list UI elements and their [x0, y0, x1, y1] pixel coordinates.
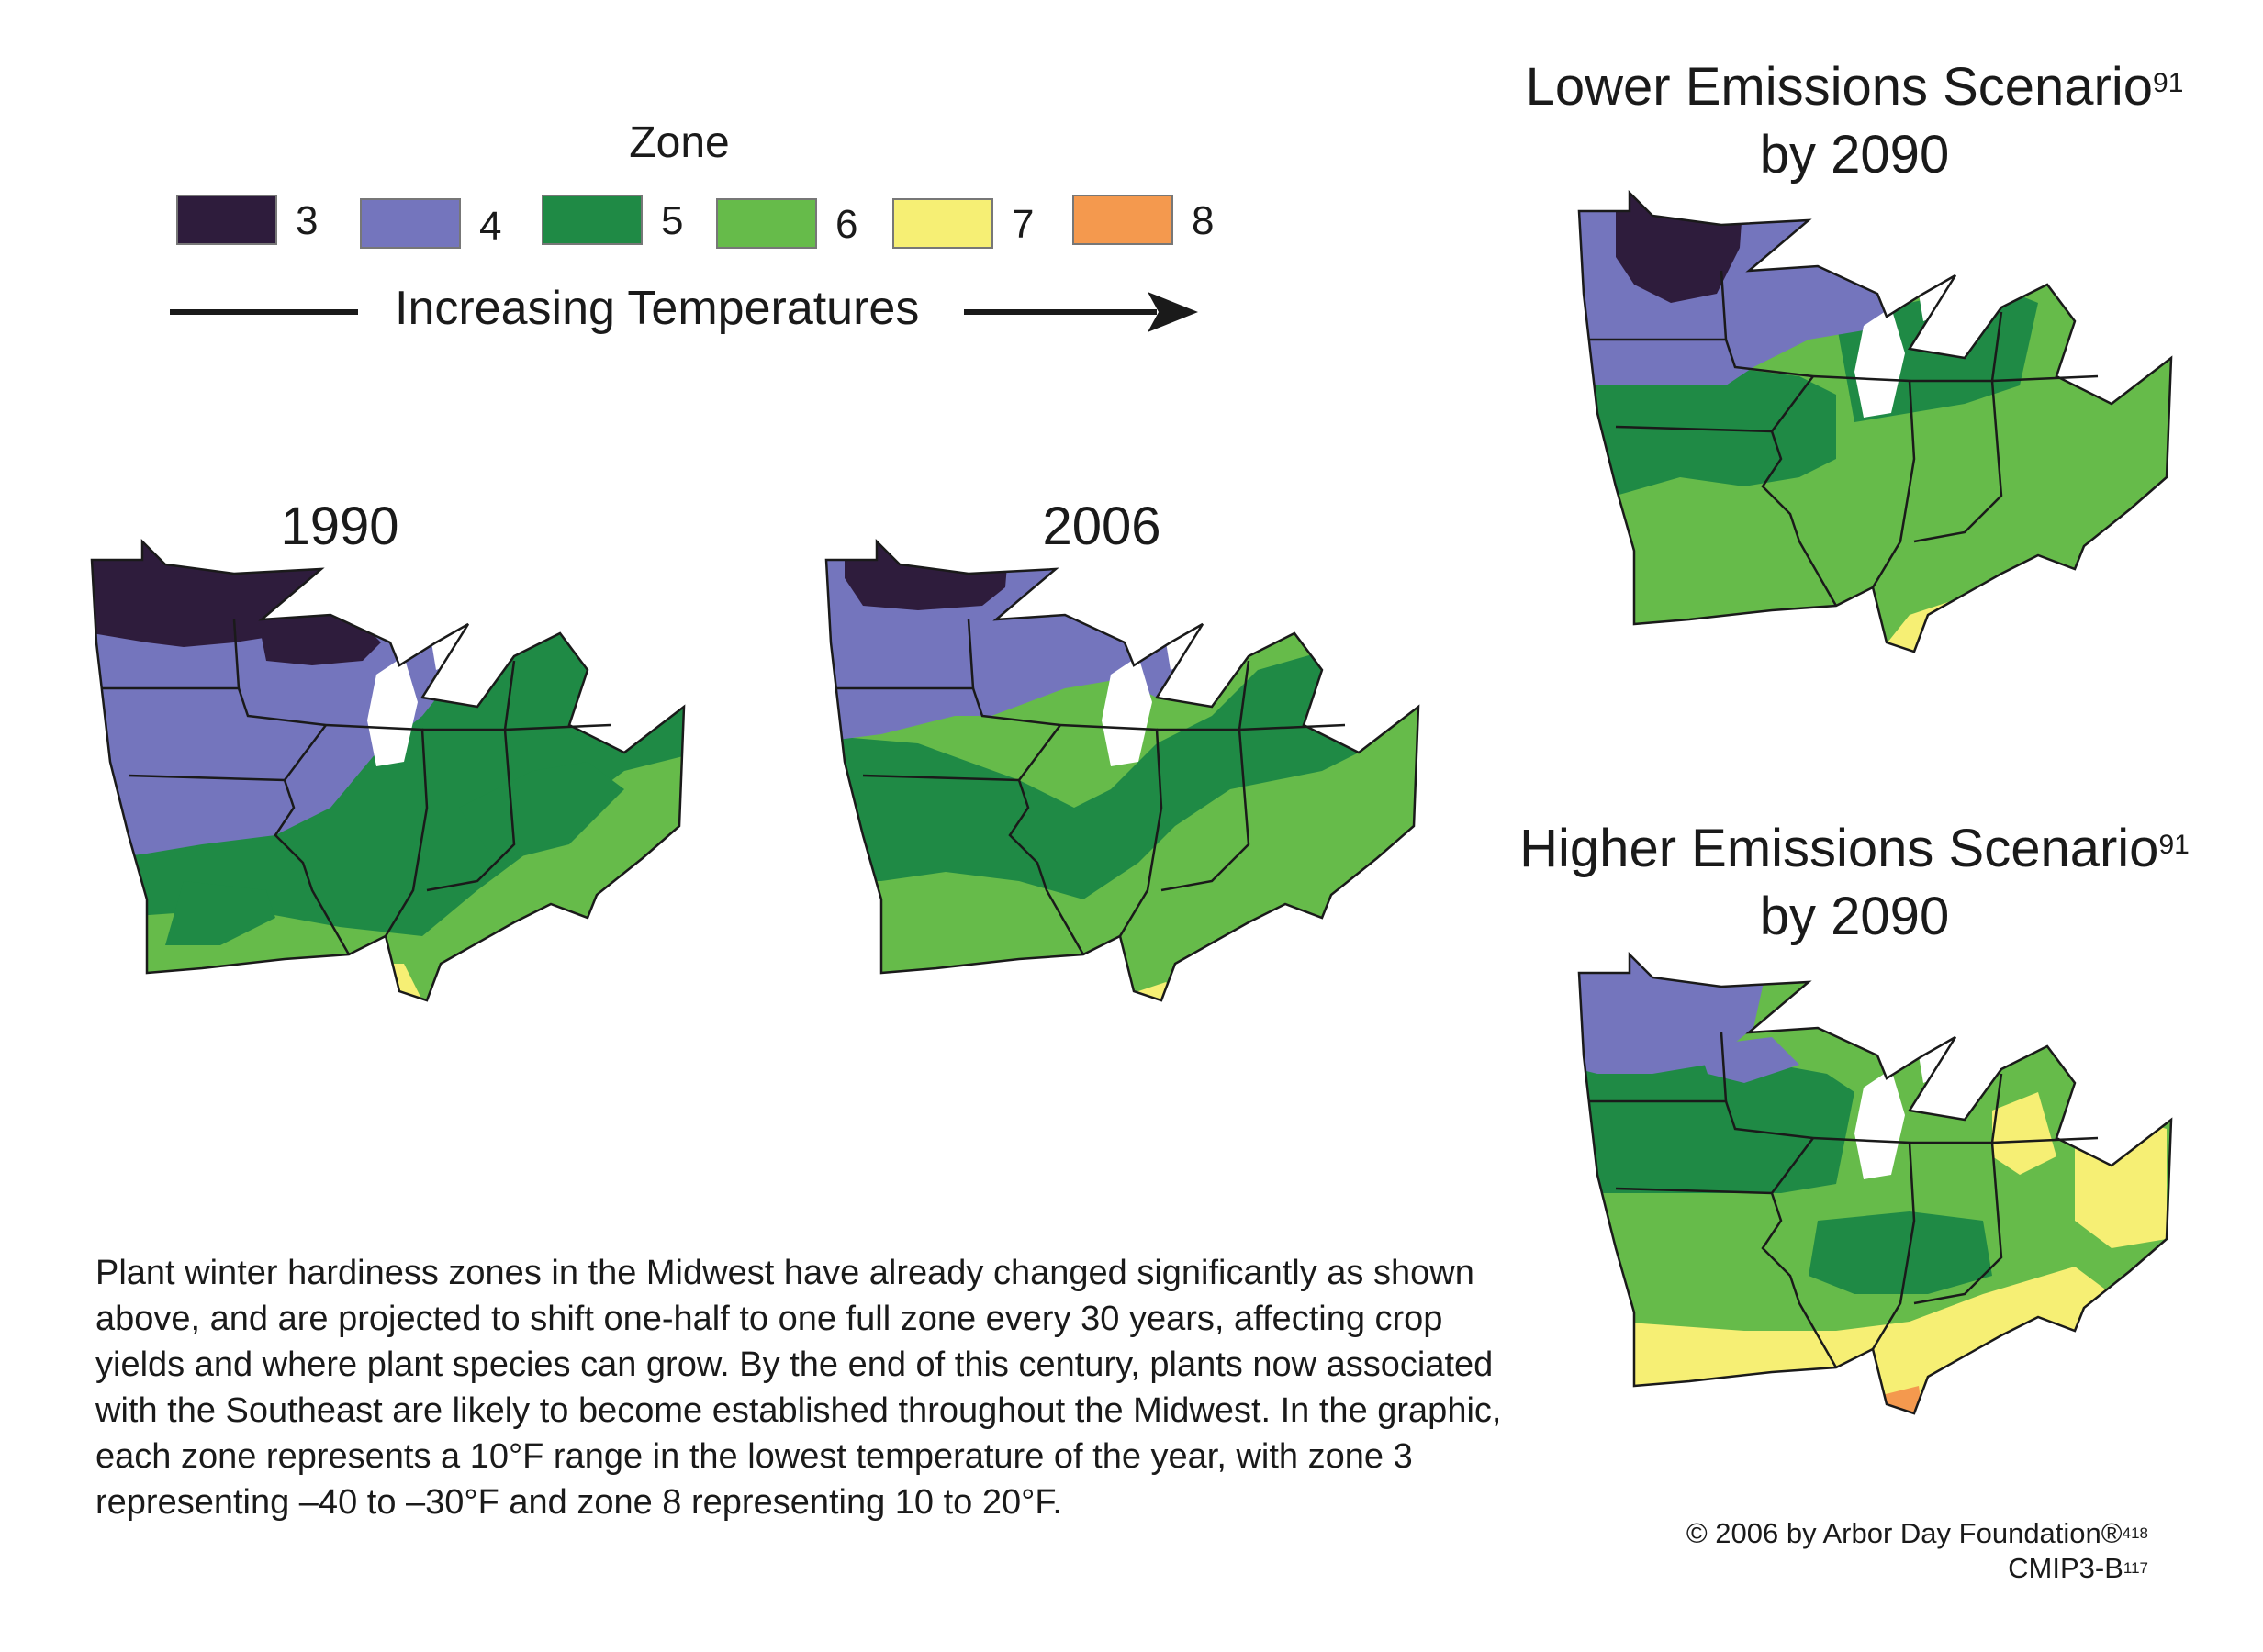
source-credit: © 2006 by Arbor Day Foundation®418 CMIP3…	[1686, 1516, 2148, 1586]
zone-fill	[1579, 1037, 1854, 1193]
zone-fill	[459, 762, 624, 863]
map-1990	[90, 540, 686, 1002]
legend-label-zone-3: 3	[296, 198, 319, 243]
credit-line-2-ref: 117	[2123, 1559, 2148, 1577]
credit-line-1: © 2006 by Arbor Day Foundation®	[1686, 1517, 2123, 1549]
map-lower-emissions-2090	[1561, 191, 2173, 771]
temperature-arrow	[170, 292, 1198, 332]
zone-fill	[1561, 661, 1634, 771]
higher-scenario-title-text: Higher Emissions Scenario	[1519, 819, 2159, 878]
zone-fill	[845, 541, 1010, 610]
zone-fill	[2075, 1101, 2167, 1248]
zone-fill	[165, 881, 275, 945]
legend-label-zone-4: 4	[479, 204, 502, 249]
legend-label-zone-8: 8	[1192, 198, 1215, 243]
higher-scenario-year: by 2090	[1759, 887, 1950, 946]
credit-line-1-ref: 418	[2122, 1524, 2148, 1542]
map-1990-title: 1990	[280, 497, 399, 556]
zone-fill	[1579, 367, 1836, 496]
higher-scenario-footnote: 91	[2158, 830, 2190, 860]
legend-swatch-zone-6	[716, 198, 817, 249]
lower-scenario-year: by 2090	[1759, 125, 1950, 184]
zone-fill	[826, 652, 1359, 899]
zone-fill	[881, 1028, 1111, 1120]
caption: Plant winter hardiness zones in the Midw…	[95, 1254, 1502, 1522]
legend-swatch-zone-3	[176, 195, 277, 245]
legend-label-zone-7: 7	[1012, 202, 1035, 247]
zone-fill	[826, 982, 1193, 1000]
map-2006-title: 2006	[1042, 497, 1161, 556]
legend-label-zone-5: 5	[661, 198, 684, 243]
lower-scenario-footnote: 91	[2153, 68, 2184, 98]
map-higher-emissions-2090	[1577, 953, 2173, 1415]
zone-fill	[1809, 1211, 1992, 1294]
map-2006	[824, 540, 1420, 1120]
higher-scenario-title: Higher Emissions Scenario91 by 2090	[1487, 815, 2222, 951]
credit-line-2: CMIP3-B	[2008, 1552, 2123, 1584]
legend-title: Zone	[629, 118, 730, 167]
legend-swatch-zone-7	[892, 198, 993, 249]
lower-scenario-title-text: Lower Emissions Scenario	[1525, 57, 2154, 117]
legend-swatch-zone-5	[542, 195, 643, 245]
legend-label-zone-6: 6	[835, 202, 858, 247]
zone-fill	[1992, 1092, 2056, 1175]
legend-swatch-zone-4	[360, 198, 461, 249]
lower-scenario-title: Lower Emissions Scenario91 by 2090	[1487, 53, 2222, 189]
legend-swatch-zone-8	[1072, 195, 1173, 245]
temperature-arrow-label: Increasing Temperatures	[395, 282, 920, 335]
